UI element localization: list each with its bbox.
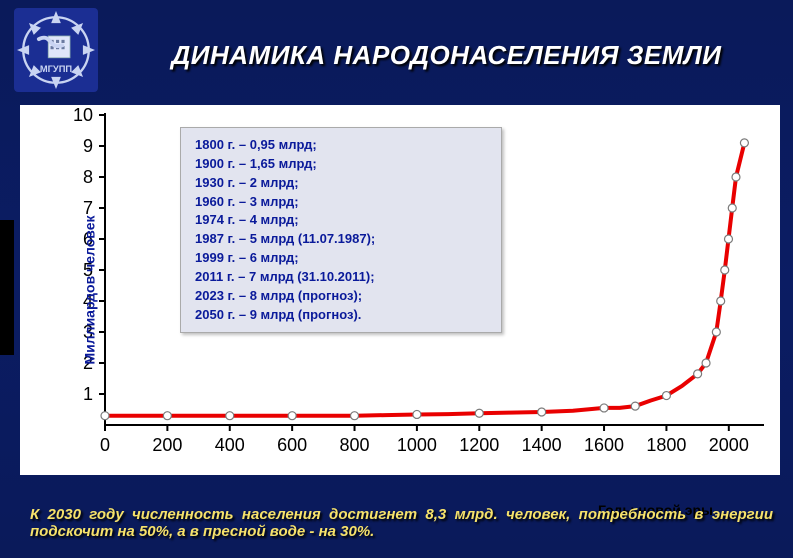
- svg-text:800: 800: [340, 435, 370, 455]
- svg-text:200: 200: [152, 435, 182, 455]
- university-logo: МГУПП: [14, 8, 98, 92]
- milestone-line: 1800 г. – 0,95 млрд;: [195, 136, 487, 155]
- svg-text:1800: 1800: [646, 435, 686, 455]
- svg-text:400: 400: [215, 435, 245, 455]
- svg-text:1000: 1000: [397, 435, 437, 455]
- population-chart: 1234567891002004006008001000120014001600…: [20, 105, 780, 475]
- svg-text:10: 10: [73, 105, 93, 125]
- svg-text:0: 0: [100, 435, 110, 455]
- svg-text:1200: 1200: [459, 435, 499, 455]
- side-reference-strip: [0, 220, 14, 355]
- slide-title: ДИНАМИКА НАРОДОНАСЕЛЕНИЯ ЗЕМЛИ: [120, 40, 773, 71]
- svg-text:1400: 1400: [522, 435, 562, 455]
- milestones-info-box: 1800 г. – 0,95 млрд;1900 г. – 1,65 млрд;…: [180, 127, 502, 333]
- milestone-line: 1974 г. – 4 млрд;: [195, 211, 487, 230]
- milestone-line: 1987 г. – 5 млрд (11.07.1987);: [195, 230, 487, 249]
- slide-root: МГУПП ДИНАМИКА НАРОДОНАСЕЛЕНИЯ ЗЕМЛИ 123…: [0, 0, 793, 558]
- milestone-line: 1930 г. – 2 млрд;: [195, 174, 487, 193]
- svg-text:2000: 2000: [709, 435, 749, 455]
- gear-logo-icon: МГУПП: [17, 11, 95, 89]
- milestone-line: 1999 г. – 6 млрд;: [195, 249, 487, 268]
- svg-text:8: 8: [83, 167, 93, 187]
- milestone-line: 2050 г. – 9 млрд (прогноз).: [195, 306, 487, 325]
- svg-text:600: 600: [277, 435, 307, 455]
- logo-text: МГУПП: [40, 64, 73, 74]
- svg-text:1600: 1600: [584, 435, 624, 455]
- y-axis-label: Миллиардов человек: [81, 216, 97, 365]
- footer-caption: К 2030 году численность населения достиг…: [30, 506, 773, 540]
- milestone-line: 2011 г. – 7 млрд (31.10.2011);: [195, 268, 487, 287]
- svg-text:1: 1: [83, 384, 93, 404]
- svg-text:9: 9: [83, 136, 93, 156]
- milestone-line: 1960 г. – 3 млрд;: [195, 193, 487, 212]
- milestone-line: 2023 г. – 8 млрд (прогноз);: [195, 287, 487, 306]
- milestone-line: 1900 г. – 1,65 млрд;: [195, 155, 487, 174]
